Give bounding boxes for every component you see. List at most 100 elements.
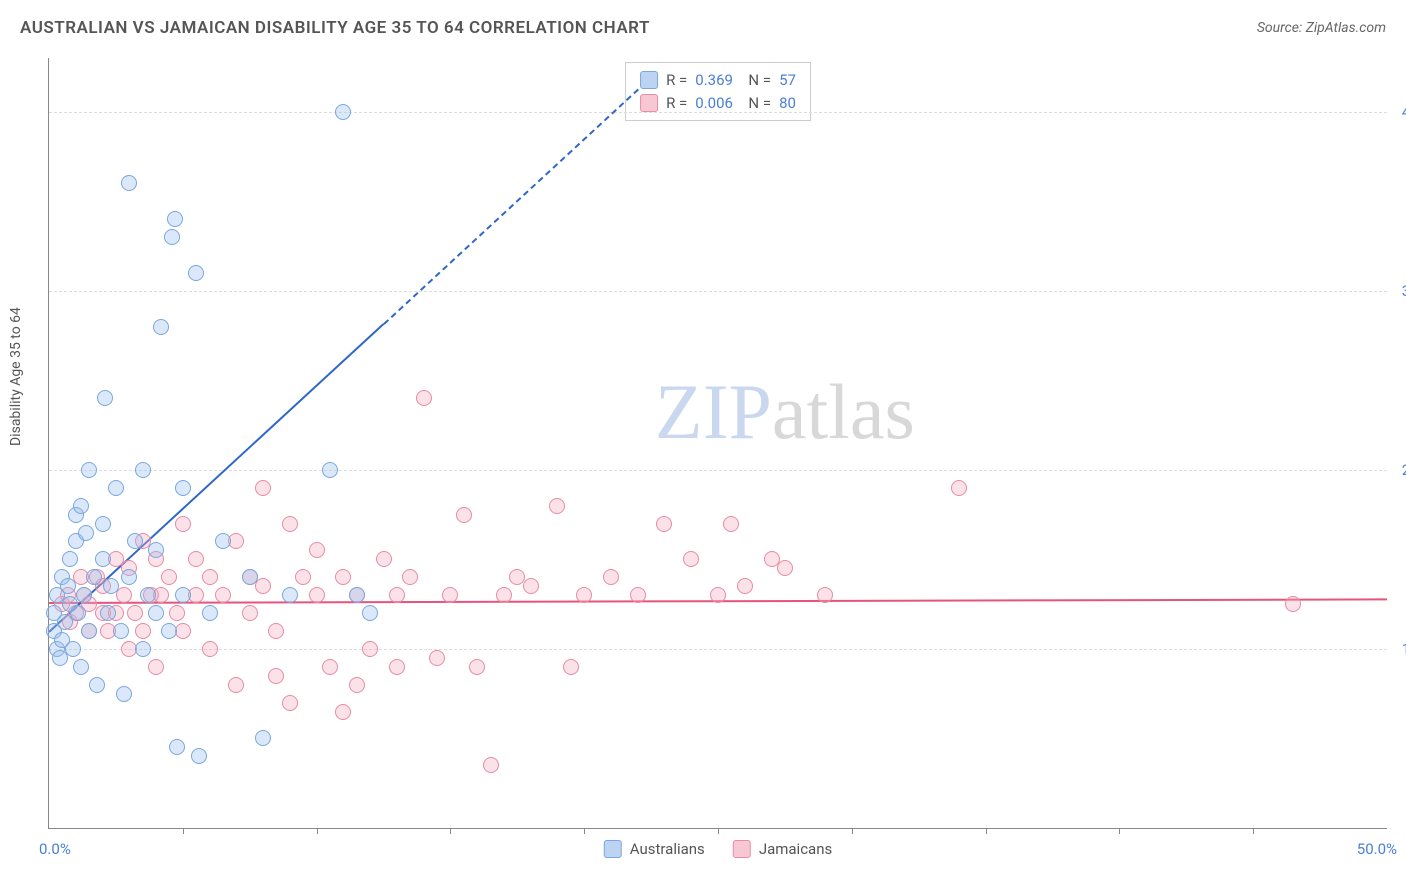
- data-point: [70, 605, 86, 621]
- data-point: [202, 605, 218, 621]
- data-point: [723, 516, 739, 532]
- data-point: [376, 551, 392, 567]
- data-point: [140, 587, 156, 603]
- data-point: [523, 578, 539, 594]
- corr-r-0: 0.369: [695, 69, 733, 92]
- gridline-h: [49, 112, 1387, 113]
- x-tick: [1119, 828, 1120, 834]
- data-point: [309, 542, 325, 558]
- swatch-series-0: [640, 71, 658, 89]
- corr-n-1: 80: [779, 92, 796, 115]
- data-point: [215, 533, 231, 549]
- corr-r-1: 0.006: [695, 92, 733, 115]
- data-point: [389, 587, 405, 603]
- x-tick: [183, 828, 184, 834]
- watermark: ZIPatlas: [655, 367, 915, 457]
- data-point: [97, 390, 113, 406]
- x-tick: [852, 828, 853, 834]
- data-point: [108, 480, 124, 496]
- data-point: [255, 730, 271, 746]
- data-point: [242, 569, 258, 585]
- chart-container: AUSTRALIAN VS JAMAICAN DISABILITY AGE 35…: [0, 0, 1406, 892]
- legend-swatch-0: [604, 840, 622, 858]
- data-point: [175, 516, 191, 532]
- data-point: [135, 462, 151, 478]
- data-point: [255, 480, 271, 496]
- data-point: [95, 516, 111, 532]
- data-point: [362, 605, 378, 621]
- x-tick: [317, 828, 318, 834]
- x-tick: [986, 828, 987, 834]
- data-point: [777, 560, 793, 576]
- data-point: [549, 498, 565, 514]
- data-point: [469, 659, 485, 675]
- data-point: [483, 757, 499, 773]
- data-point: [603, 569, 619, 585]
- data-point: [335, 104, 351, 120]
- data-point: [78, 525, 94, 541]
- data-point: [951, 480, 967, 496]
- data-point: [169, 739, 185, 755]
- data-point: [148, 605, 164, 621]
- data-point: [429, 650, 445, 666]
- data-point: [402, 569, 418, 585]
- data-point: [295, 569, 311, 585]
- data-point: [191, 748, 207, 764]
- y-tick-label: 40.0%: [1392, 103, 1406, 121]
- data-point: [202, 569, 218, 585]
- chart-title: AUSTRALIAN VS JAMAICAN DISABILITY AGE 35…: [20, 18, 650, 38]
- legend-item-1: Jamaicans: [733, 840, 832, 858]
- source-label: Source: ZipAtlas.com: [1257, 20, 1386, 36]
- data-point: [282, 516, 298, 532]
- data-point: [335, 704, 351, 720]
- data-point: [228, 677, 244, 693]
- data-point: [113, 623, 129, 639]
- data-point: [215, 587, 231, 603]
- data-point: [116, 686, 132, 702]
- data-point: [188, 551, 204, 567]
- data-point: [73, 498, 89, 514]
- data-point: [268, 668, 284, 684]
- data-point: [188, 265, 204, 281]
- data-point: [710, 587, 726, 603]
- data-point: [121, 569, 137, 585]
- data-point: [268, 623, 284, 639]
- data-point: [496, 587, 512, 603]
- corr-r-label: R =: [666, 69, 687, 92]
- data-point: [175, 480, 191, 496]
- data-point: [161, 569, 177, 585]
- data-point: [416, 390, 432, 406]
- data-point: [100, 605, 116, 621]
- trend-dashed: [383, 89, 639, 325]
- x-max-label: 50.0%: [1357, 840, 1397, 858]
- corr-n-0: 57: [779, 69, 796, 92]
- data-point: [86, 569, 102, 585]
- y-tick-label: 30.0%: [1392, 282, 1406, 300]
- data-point: [89, 677, 105, 693]
- series-legend: Australians Jamaicans: [604, 840, 833, 858]
- x-tick: [1253, 828, 1254, 834]
- data-point: [127, 605, 143, 621]
- y-axis-title: Disability Age 35 to 64: [8, 307, 24, 446]
- data-point: [148, 542, 164, 558]
- x-min-label: 0.0%: [39, 840, 71, 858]
- data-point: [127, 533, 143, 549]
- data-point: [576, 587, 592, 603]
- data-point: [161, 623, 177, 639]
- x-tick: [584, 828, 585, 834]
- x-tick: [718, 828, 719, 834]
- data-point: [95, 551, 111, 567]
- data-point: [135, 623, 151, 639]
- plot-area: ZIPatlas R = 0.369 N = 57 R = 0.006 N = …: [48, 58, 1387, 829]
- data-point: [335, 569, 351, 585]
- data-point: [362, 641, 378, 657]
- corr-row-0: R = 0.369 N = 57: [640, 69, 796, 92]
- watermark-atlas: atlas: [772, 368, 915, 455]
- data-point: [135, 641, 151, 657]
- data-point: [656, 516, 672, 532]
- data-point: [242, 605, 258, 621]
- corr-n-label: N =: [741, 69, 771, 92]
- legend-item-0: Australians: [604, 840, 705, 858]
- corr-row-1: R = 0.006 N = 80: [640, 92, 796, 115]
- data-point: [737, 578, 753, 594]
